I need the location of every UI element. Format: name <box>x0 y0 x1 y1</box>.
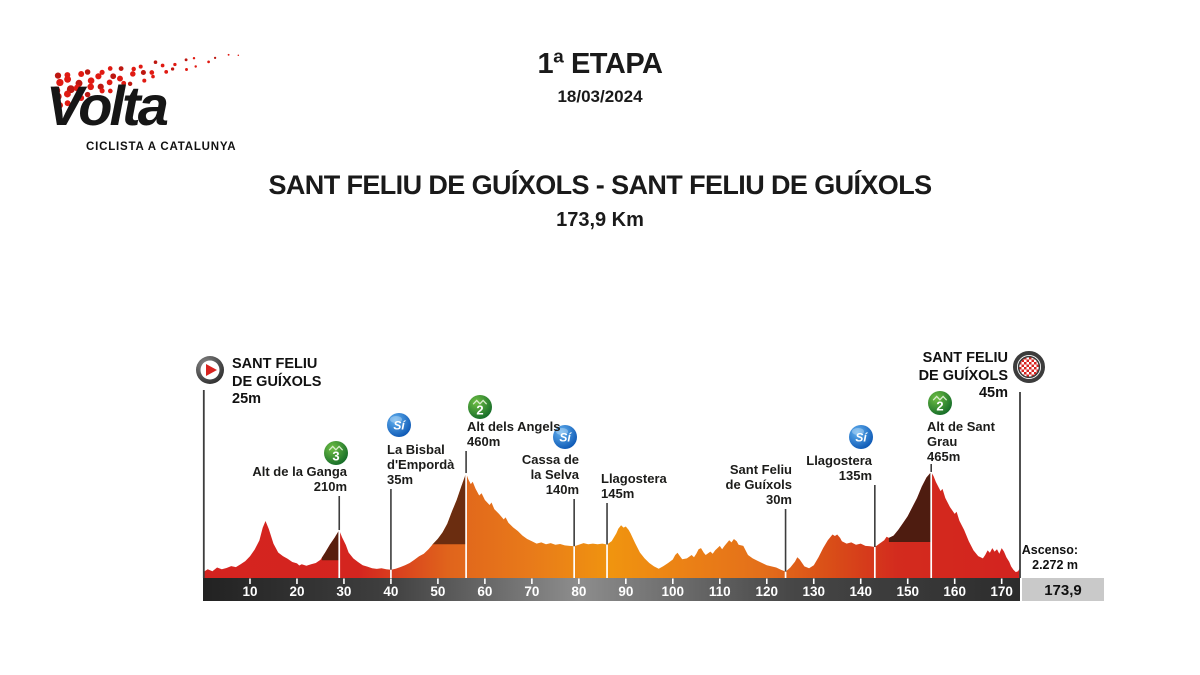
climb-category-icon: 3 <box>324 441 348 465</box>
climb-category-icon: 2 <box>928 391 952 415</box>
marker-label-sant-feliu-de-guixols-30: Sant Feliu de Guíxols 30m <box>725 462 792 507</box>
axis-tick-label: 150 <box>896 584 919 599</box>
svg-text:2: 2 <box>476 403 483 418</box>
sprint-icon: Sí <box>553 425 577 449</box>
x-axis-bar <box>203 578 1020 601</box>
axis-tick <box>343 578 345 584</box>
axis-tick <box>906 578 909 584</box>
climb-shade <box>888 472 932 542</box>
axis-tick <box>578 578 580 584</box>
axis-tick-label: 100 <box>662 584 685 599</box>
logo-wordmark: Volta <box>46 74 169 137</box>
axis-tick-label: 110 <box>709 584 731 599</box>
marker-label-llagostera-145: Llagostera 145m <box>601 471 667 501</box>
marker-label-cassa-de-la-selva: Cassa de la Selva 140m <box>521 452 579 497</box>
axis-tick-label: 60 <box>477 584 492 599</box>
axis-tick <box>296 578 298 584</box>
axis-tick-label: 50 <box>430 584 445 599</box>
axis-tick-label: 160 <box>943 584 966 599</box>
marker-label-alt-dels-angels: Alt dels Angels 460m <box>467 419 561 449</box>
stage-date: 18/03/2024 <box>557 87 643 106</box>
sprint-icon: Sí <box>387 413 411 437</box>
marker-label-la-bisbal-demporda: La Bisbal d'Empordà 35m <box>387 442 455 487</box>
volta-logo: Volta CICLISTA A CATALUNYA <box>46 40 256 165</box>
finish-icon <box>1013 351 1045 383</box>
stage-distance: 173,9 Km <box>556 209 644 231</box>
svg-text:2: 2 <box>936 399 943 414</box>
axis-tick-label: 90 <box>618 584 633 599</box>
start-icon <box>196 356 224 384</box>
axis-tick <box>812 578 815 584</box>
axis-tick <box>718 578 721 584</box>
total-ascent: Ascenso: 2.272 m <box>1022 543 1078 573</box>
axis-tick <box>672 578 674 584</box>
axis-tick <box>625 578 627 584</box>
end-distance-label: 173,9 <box>1044 582 1082 599</box>
start-label: SANT FELIU DE GUÍXOLS 25m <box>232 356 322 407</box>
sprint-icon: Sí <box>849 425 873 449</box>
axis-tick-label: 10 <box>242 584 257 599</box>
axis-tick-label: 130 <box>802 584 825 599</box>
axis-tick-label: 170 <box>990 584 1013 599</box>
axis-tick <box>390 578 392 584</box>
axis-tick <box>953 578 956 584</box>
elevation-profile-area <box>203 472 1020 578</box>
axis-tick-label: 70 <box>524 584 539 599</box>
climb-category-icon: 2 <box>468 395 492 419</box>
axis-tick <box>765 578 768 584</box>
stage-route-title: SANT FELIU DE GUÍXOLS - SANT FELIU DE GU… <box>268 170 932 200</box>
total-ascent-label: Ascenso: <box>1021 543 1078 557</box>
marker-label-alt-de-la-ganga: Alt de la Ganga 210m <box>252 464 347 494</box>
climb-shade <box>321 530 340 561</box>
axis-tick <box>1000 578 1003 584</box>
axis-tick-label: 30 <box>336 584 351 599</box>
svg-text:Sí: Sí <box>855 431 868 445</box>
marker-label-llagostera-135: Llagostera 135m <box>806 453 872 483</box>
axis-tick <box>859 578 862 584</box>
logo-subtitle: CICLISTA A CATALUNYA <box>86 141 237 153</box>
logo-swoosh-dots-icon <box>51 53 240 108</box>
end-distance-box <box>1022 578 1104 601</box>
marker-label-alt-de-sant-grau: Alt de Sant Grau 465m <box>927 419 995 464</box>
axis-tick <box>437 578 439 584</box>
axis-tick <box>531 578 533 584</box>
finish-label: SANT FELIU DE GUÍXOLS 45m <box>918 350 1008 401</box>
axis-tick-label: 140 <box>849 584 872 599</box>
svg-text:Sí: Sí <box>393 419 406 433</box>
axis-tick-label: 40 <box>383 584 398 599</box>
axis-tick <box>484 578 486 584</box>
svg-text:3: 3 <box>332 449 339 464</box>
axis-tick-label: 120 <box>756 584 779 599</box>
svg-text:Sí: Sí <box>559 431 572 445</box>
climb-shade <box>432 473 467 545</box>
stage-number-title: 1ª ETAPA <box>537 48 663 80</box>
axis-tick-label: 20 <box>289 584 304 599</box>
axis-tick-label: 80 <box>571 584 586 599</box>
total-ascent-value: 2.272 m <box>1032 558 1078 572</box>
axis-tick <box>249 578 251 584</box>
